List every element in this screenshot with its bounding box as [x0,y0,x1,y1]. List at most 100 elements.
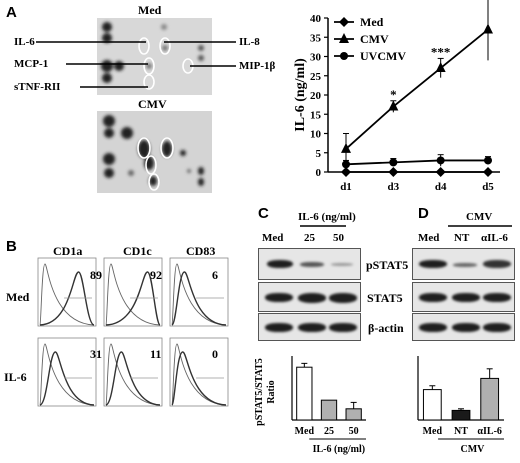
histogram-control-curve [171,263,227,326]
bar [296,366,313,421]
array-label-lines [36,41,236,88]
flow-col-cd1c: CD1c [123,244,152,258]
x-tick-label: NT [454,426,468,437]
histogram-panel [103,257,163,327]
histogram-control-curve [39,263,95,326]
blot-c-pstat5 [258,248,361,280]
x-tick-label: Med [295,426,315,437]
flow-row-med: Med [6,290,30,304]
panel-b-letter: B [6,238,17,255]
significance-mark: * [390,87,397,102]
x-tick-label: d3 [388,181,400,193]
histogram-control-curve [39,343,95,406]
triangle-marker [435,62,446,73]
flow-value-cd1c-il6: 11 [150,347,162,361]
label-stnfrii: sTNF-RII [14,81,61,93]
histogram-stained-curve [39,351,95,406]
y-tick-label: 30 [310,52,322,64]
x-tick-label: Med [423,426,443,437]
y-tick-label: 10 [310,129,322,141]
histogram-control-curve [171,343,227,406]
lane-d-ail6: αIL-6 [481,232,508,244]
label-il8: IL-8 [239,36,260,48]
flow-value-cd83-med: 6 [212,268,218,282]
label-mcp1: MCP-1 [14,58,49,70]
il6-line-chart: 0 5 10 15 20 25 30 35 40 d1 d3 d4 d5 IL-6 (ng/ml) Med C… [293,0,500,193]
y-axis-title: Ratio [266,380,277,403]
x-tick-label: d4 [435,181,447,193]
circle-marker [389,158,398,167]
histogram-panel [169,257,229,327]
cytokine-array-cmv [97,111,212,193]
panel-c-letter: C [258,205,269,222]
x-tick-label: 25 [324,426,334,437]
lane-50: 50 [333,232,344,244]
panel-a-letter: A [6,4,17,21]
legend-label: Med [360,15,384,29]
panel-c-header: IL-6 (ng/ml) [298,211,356,223]
histogram-control-curve [105,343,161,406]
histogram-stained-curve [105,351,161,406]
histogram-panel [37,257,97,327]
flow-value-cd1c-med: 92 [150,268,162,282]
legend-label: UVCMV [360,49,406,63]
y-tick-label: 5 [316,148,322,160]
triangle-marker [339,33,349,43]
flow-value-cd83-il6: 0 [212,347,218,361]
bar [451,409,471,421]
lane-med: Med [262,232,284,244]
blot-c-actin [258,313,361,341]
flow-histograms [37,257,229,407]
bar [345,408,362,421]
blot-c-stat5 [258,282,361,312]
x-axis-title: IL-6 (ng/ml) [313,444,366,455]
circle-marker [340,52,348,60]
histogram-control-curve [105,263,161,326]
y-tick-label: 40 [310,13,322,25]
y-tick-label: 35 [310,32,322,44]
blot-label-stat5: STAT5 [367,291,403,305]
series-med [341,167,493,177]
histogram-stained-curve [171,351,227,406]
blot-d-pstat5 [412,248,515,280]
pstat5-ratio-chart-d: Med NT αIL-6 CMV [417,356,504,455]
histogram-stained-curve [105,271,161,326]
y-tick-label: 0 [316,167,322,179]
panel-d-header: CMV [466,211,493,223]
histogram-panel [37,337,97,407]
blot-label-pstat5: pSTAT5 [366,258,409,272]
y-tick-label: 25 [310,71,322,83]
y-tick-label: 20 [310,90,322,102]
y-axis-title: pSTAT5/STAT5 [254,358,265,426]
histogram-panel [169,337,229,407]
significance-mark: *** [431,44,451,59]
histogram-frame [169,257,229,327]
legend-label: CMV [360,32,389,46]
series-line [345,159,488,166]
x-tick-label: 50 [349,426,359,437]
cytokine-array-cmv-spots [103,115,204,191]
flow-value-cd1a-med: 89 [90,268,102,282]
circle-marker [436,156,445,165]
histogram-frame [103,337,163,407]
diamond-marker [341,167,351,177]
array-med-title: Med [138,3,162,17]
x-axis-title: CMV [461,444,486,455]
triangle-marker [341,142,351,153]
array-cmv-title: CMV [138,97,167,111]
lane-d-med: Med [418,232,440,244]
flow-row-il6: IL-6 [4,370,27,384]
y-axis-title: IL-6 (ng/ml) [293,58,308,132]
diamond-marker [339,17,349,27]
blot-d-actin [412,313,515,341]
blot-d-stat5 [412,282,515,312]
label-mip1b: MIP-1β [239,60,276,72]
flow-value-cd1a-il6: 31 [90,347,102,361]
panel-d-letter: D [418,205,429,222]
flow-col-cd83: CD83 [186,244,216,258]
histogram-frame [37,337,97,407]
series-uvcmv [342,154,492,169]
diamond-marker [483,167,493,177]
lane-d-nt: NT [454,232,470,244]
bar [320,399,338,421]
